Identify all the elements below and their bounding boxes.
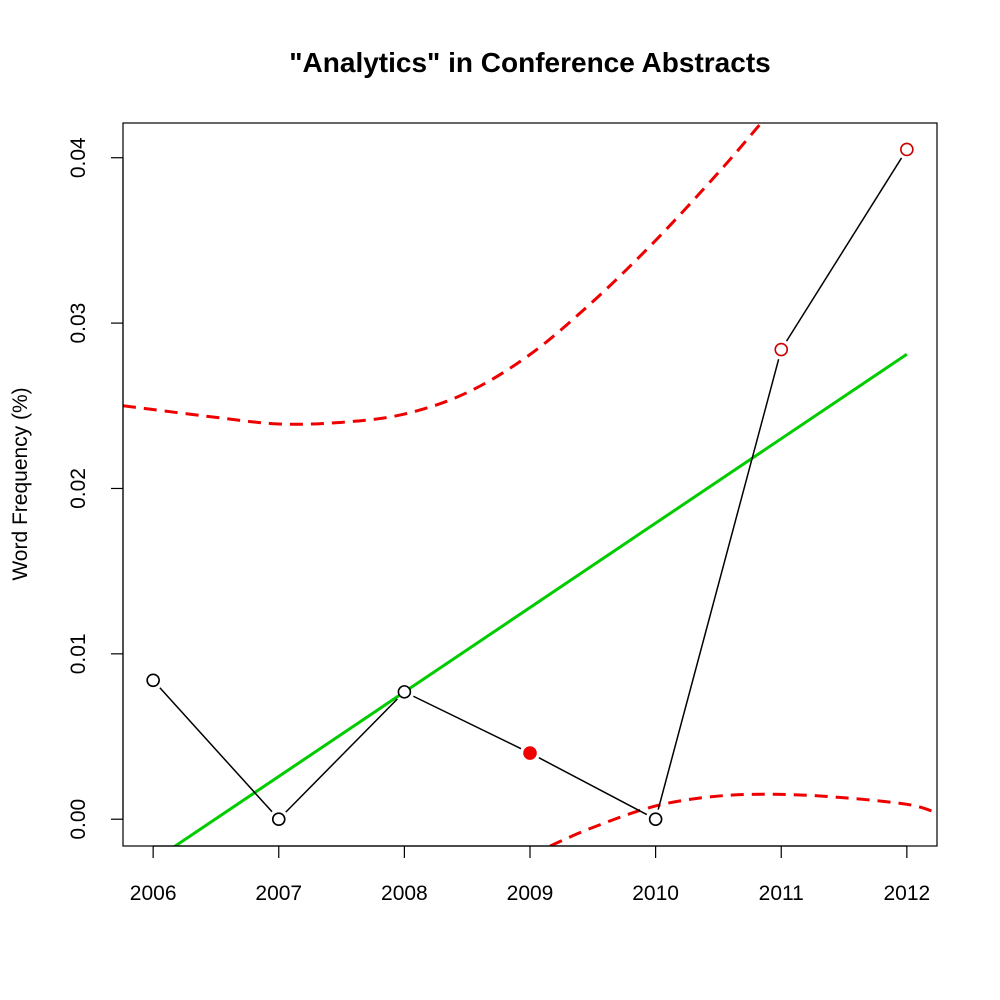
x-tick-label-2007: 2007: [255, 882, 302, 905]
data-point-2006: [146, 673, 160, 688]
y-tick-label-0.03: 0.03: [67, 303, 90, 344]
series-segment: [657, 359, 780, 810]
trend-line: [172, 353, 908, 846]
y-axis: 0.00 0.01 0.02 0.03 0.04: [67, 137, 124, 840]
data-point-2012: [900, 142, 914, 157]
series-segment: [285, 698, 398, 813]
plot-frame: [122, 122, 938, 847]
series-layer: [146, 142, 914, 827]
confidence-band-upper: [123, 123, 763, 426]
series-segment: [159, 687, 273, 813]
data-point-2007: [271, 812, 286, 827]
data-point-2010: [648, 812, 663, 827]
series-segment: [785, 157, 903, 342]
x-tick-label-2009: 2009: [507, 882, 554, 905]
y-tick-label-0.01: 0.01: [67, 633, 90, 674]
series-segment: [413, 695, 522, 750]
confidence-bands: [123, 123, 933, 846]
x-tick-label-2008: 2008: [381, 882, 428, 905]
data-point-2008: [397, 685, 412, 699]
series-segment: [538, 757, 648, 816]
chart-title: "Analytics" in Conference Abstracts: [289, 47, 770, 78]
confidence-band-lower: [549, 792, 933, 846]
y-axis-label: Word Frequency (%): [9, 387, 32, 580]
x-tick-label-2011: 2011: [759, 882, 804, 905]
x-axis: 2006 2007 2008 2009 2010 2011 2012: [130, 845, 930, 905]
y-tick-label-0.04: 0.04: [67, 137, 90, 178]
y-tick-label-0.02: 0.02: [67, 468, 90, 509]
x-tick-label-2006: 2006: [130, 882, 177, 905]
trend-line-layer: [172, 353, 908, 846]
x-tick-label-2010: 2010: [632, 882, 679, 905]
y-tick-label-0.00: 0.00: [67, 799, 90, 840]
data-point-2011: [774, 342, 789, 357]
data-point-2009: [523, 746, 537, 760]
x-tick-label-2012: 2012: [883, 882, 930, 905]
